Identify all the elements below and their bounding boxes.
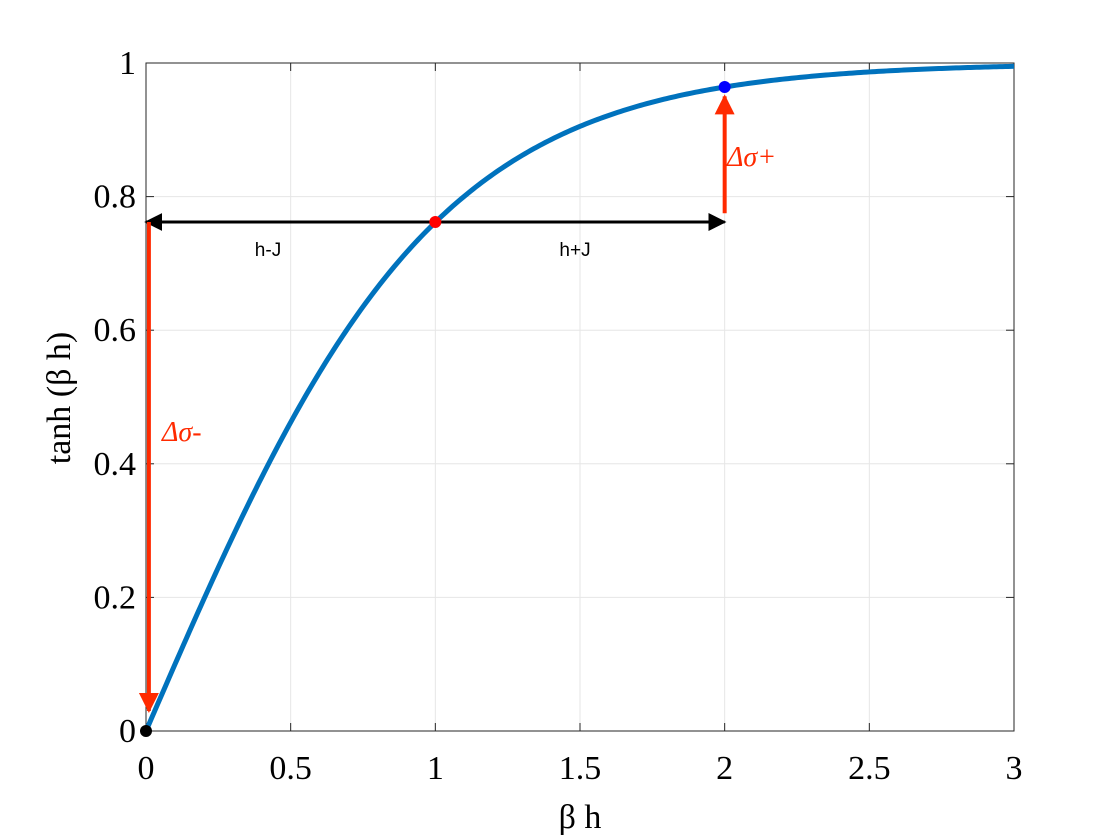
data-point [718, 81, 731, 94]
delta-sigma-plus-label: Δσ+ [726, 142, 776, 173]
x-tick-label: 2 [716, 750, 733, 787]
data-point [140, 725, 152, 737]
x-tick-label: 3 [1006, 750, 1023, 787]
x-tick-label: 1.5 [559, 750, 602, 787]
axes [145, 62, 1015, 732]
data-point [429, 215, 442, 228]
grid [145, 62, 1015, 732]
tick-labels: 0 0.5 1 1.5 2 2.5 3 0 0.2 0.4 0.6 0.8 1 [94, 45, 1023, 787]
y-tick-label: 0.4 [94, 446, 137, 483]
series-line-tanh [143, 63, 1015, 732]
y-tick-label: 0 [119, 713, 136, 750]
h-minus-j-label: h-J [255, 240, 281, 261]
delta-sigma-minus-label: Δσ- [161, 417, 202, 448]
y-axis-label: tanh (β h) [41, 332, 78, 464]
y-tick-label: 0.6 [94, 312, 137, 349]
x-tick-label: 0 [138, 750, 155, 787]
curve-layer [143, 63, 1015, 732]
x-tick-label: 2.5 [848, 750, 891, 787]
h-plus-j-label: h+J [559, 240, 590, 261]
point-layer [140, 81, 731, 737]
y-tick-label: 1 [119, 45, 136, 82]
arrow-layer [138, 94, 735, 713]
x-axis-label: β h [559, 799, 602, 836]
y-tick-label: 0.2 [94, 579, 137, 616]
y-tick-label: 0.8 [94, 179, 137, 216]
x-tick-label: 1 [427, 750, 444, 787]
x-tick-label: 0.5 [269, 750, 312, 787]
